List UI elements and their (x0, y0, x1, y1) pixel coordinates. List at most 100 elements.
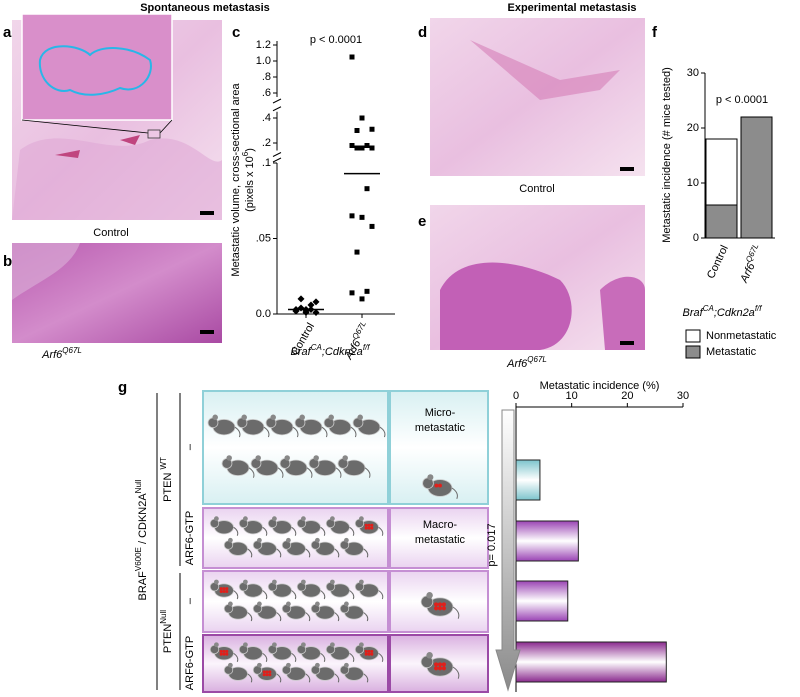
text-run: Null (159, 610, 168, 624)
tumor (219, 649, 223, 653)
cell (389, 507, 489, 569)
panel-letter: c (232, 24, 240, 41)
mouse-ear (315, 601, 320, 607)
mouse-ear (286, 662, 291, 668)
tumor (268, 670, 272, 674)
y-tick-label: 10 (687, 177, 699, 189)
text-run: Arf6 (41, 349, 63, 361)
dot (369, 126, 375, 132)
tumor (367, 526, 371, 530)
dot (359, 115, 365, 121)
dot (369, 145, 375, 151)
mouse-ear (357, 414, 363, 421)
mouse-ear (228, 601, 233, 607)
mouse-ear (243, 642, 248, 648)
mouse-ear (214, 579, 219, 585)
caption: Arf6Q67L (41, 346, 82, 361)
annotation: p= 0.017 (486, 523, 498, 566)
tumor (364, 523, 368, 527)
tumor (441, 662, 446, 667)
x-tick-label: 10 (566, 390, 578, 402)
text-run: CA (311, 343, 322, 352)
dot (364, 143, 370, 148)
mouse-ear (255, 455, 261, 461)
legend-label: Metastatic (706, 346, 757, 358)
panel-letter: e (418, 213, 426, 230)
y-tick-label: .6 (262, 87, 271, 99)
dot (297, 295, 305, 303)
mouse-tail (276, 612, 282, 622)
tumor (364, 652, 368, 656)
mouse-ear (330, 642, 335, 648)
y-tick-label: 1.2 (256, 39, 271, 51)
text-run: V600E (134, 547, 143, 571)
bar (515, 580, 569, 622)
dot (354, 145, 360, 151)
header: Spontaneous metastasis (140, 2, 270, 14)
tumor (225, 652, 229, 656)
dot (307, 301, 315, 309)
mouse-ear (226, 455, 232, 461)
x-axis-title: BrafCA;Cdkn2af/f (683, 304, 763, 319)
x-axis-title: BrafCA;Cdkn2af/f (291, 343, 371, 358)
mouse-tail (233, 526, 239, 536)
caption: Control (93, 227, 128, 239)
tumor (434, 602, 439, 607)
mouse-tail (248, 467, 255, 478)
mouse-tail (247, 673, 253, 683)
mouse-tail (321, 426, 328, 438)
tumor (222, 649, 226, 653)
text-run: / CDKN2A (137, 493, 149, 547)
mouse-ear (359, 516, 364, 522)
x-tick-label: 20 (621, 390, 633, 402)
mouse-tail (349, 652, 355, 662)
mouse-ear (330, 579, 335, 585)
bar-segment (705, 204, 738, 239)
group-label: PTEN WT (159, 457, 174, 502)
cell (202, 570, 389, 633)
mouse-ear (301, 516, 306, 522)
panel-letter: g (118, 379, 127, 396)
tumor (437, 666, 443, 671)
y-tick-label: 30 (687, 67, 699, 79)
legend-swatch (685, 345, 701, 359)
y-axis-title: Metastatic incidence (# mice tested) (661, 67, 673, 242)
mouse-tail (320, 526, 326, 536)
table-g: Micro-metastatic Macro-metastatic – ARF6-GT… (134, 390, 489, 693)
dot (359, 214, 365, 220)
histology-a (12, 13, 222, 220)
panel-letter: f (652, 24, 658, 41)
tumor (222, 652, 226, 656)
mouse-tail (378, 526, 384, 536)
mouse-tail (247, 548, 253, 558)
tumor (262, 670, 266, 674)
dot (364, 288, 370, 294)
mouse-ear (359, 642, 364, 648)
mouse-tail (350, 426, 357, 438)
mouse-ear (426, 592, 433, 599)
x-tick-label: Control (705, 243, 731, 280)
y-tick-label: .4 (262, 112, 271, 124)
text-run: Braf (291, 346, 312, 358)
mouse-ear (301, 642, 306, 648)
tumor (370, 649, 374, 653)
mouse-ear (344, 662, 349, 668)
mouse-tail (305, 548, 311, 558)
mouse-tail (262, 652, 268, 662)
mouse-tail (277, 467, 284, 478)
panel-letter: b (3, 253, 12, 270)
bar (515, 459, 541, 501)
mouse-ear (344, 537, 349, 543)
tumor (437, 606, 443, 611)
mouse-tail (334, 548, 340, 558)
annotation: p < 0.0001 (310, 34, 362, 46)
y-tick-label: 0.0 (256, 308, 271, 320)
mouse-ear (214, 516, 219, 522)
mouse-ear (270, 414, 276, 421)
dot (349, 143, 355, 148)
dot (312, 298, 320, 306)
tumor (434, 666, 439, 671)
mouse-tail (378, 652, 384, 662)
panel-letter: a (3, 24, 12, 41)
